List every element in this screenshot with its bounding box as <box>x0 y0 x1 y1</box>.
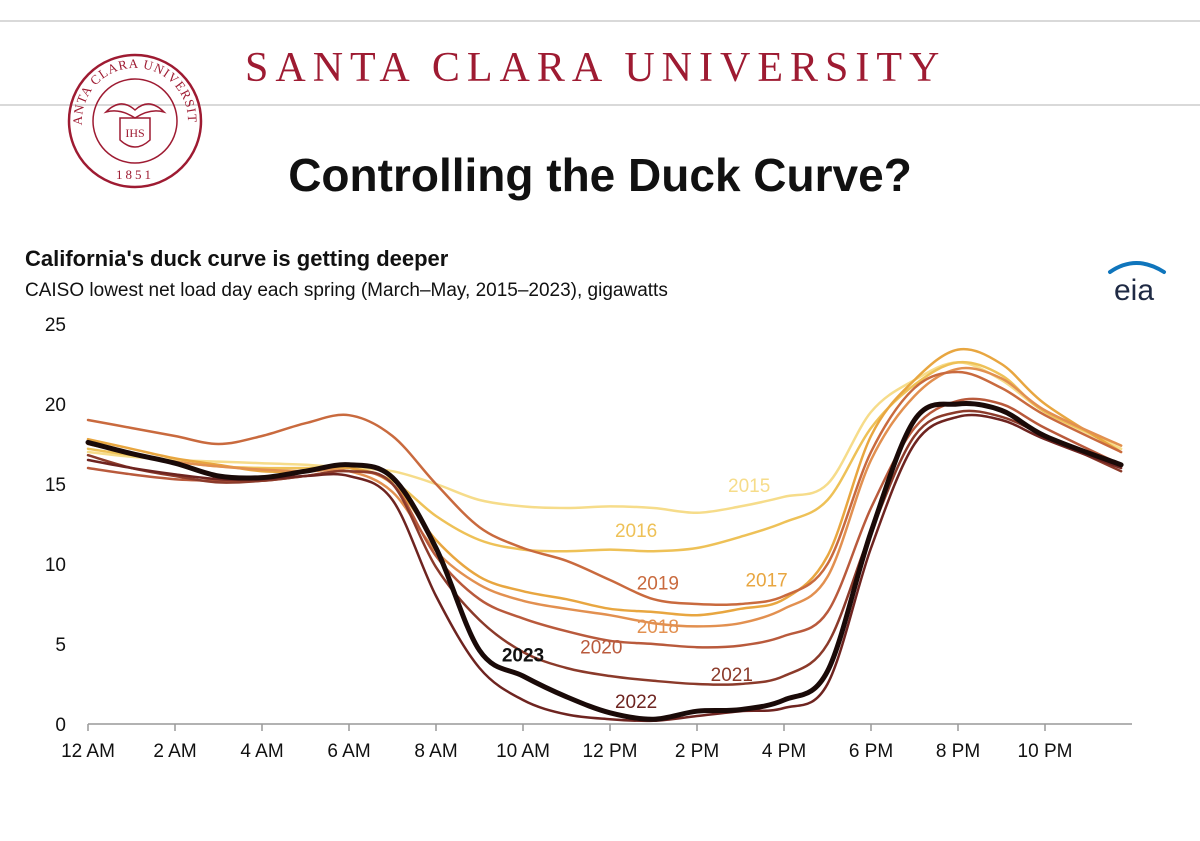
x-tick-label: 8 AM <box>414 741 457 762</box>
series-label-2016: 2016 <box>615 521 657 542</box>
x-tick-label: 12 PM <box>583 741 638 762</box>
x-tick-label: 4 PM <box>762 741 806 762</box>
x-tick-label: 2 AM <box>153 741 196 762</box>
chart-subtitle: CAISO lowest net load day each spring (M… <box>25 280 668 301</box>
series-label-2023: 2023 <box>502 646 544 667</box>
y-tick-label: 20 <box>45 395 66 416</box>
x-tick-label: 4 AM <box>240 741 283 762</box>
series-label-2015: 2015 <box>728 476 770 497</box>
university-seal-logo: SANTA CLARA UNIVERSITY IHS 1851 <box>66 52 203 189</box>
slide-title: Controlling the Duck Curve? <box>288 149 912 201</box>
y-tick-label: 5 <box>55 635 66 656</box>
x-axis-ticks: 12 AM 2 AM 4 AM 6 AM 8 AM 10 AM 12 PM 2 PM 4 PM 6… <box>61 724 1072 762</box>
chart-title: California's duck curve is getting deepe… <box>25 246 449 271</box>
series-line-2016 <box>86 360 1123 553</box>
series-line-2015 <box>86 361 1123 515</box>
series-line-2017 <box>86 347 1123 617</box>
series-label-2021: 2021 <box>711 665 753 686</box>
x-tick-label: 8 PM <box>936 741 980 762</box>
y-tick-label: 10 <box>45 555 66 576</box>
x-tick-label: 10 PM <box>1018 741 1073 762</box>
series-line-2023 <box>85 401 1124 722</box>
series-line-2020 <box>86 397 1123 649</box>
eia-logo: eia <box>1108 261 1166 304</box>
y-tick-label: 25 <box>45 315 66 336</box>
seal-ring-text: SANTA CLARA UNIVERSITY <box>66 52 199 125</box>
y-axis-ticks: 0 5 10 15 20 25 <box>45 315 66 736</box>
series-label-2020: 2020 <box>580 638 622 659</box>
y-tick-label: 15 <box>45 475 66 496</box>
eia-logo-text: eia <box>1114 274 1154 304</box>
header-rule <box>0 104 1200 106</box>
series-line-2018 <box>86 366 1123 628</box>
x-tick-label: 6 PM <box>849 741 893 762</box>
series-label-2022: 2022 <box>615 692 657 713</box>
seal-year: 1851 <box>116 167 154 182</box>
y-tick-label: 0 <box>55 715 66 736</box>
seal-monogram: IHS <box>125 126 144 140</box>
x-tick-label: 2 PM <box>675 741 719 762</box>
series-line-2019 <box>86 370 1123 607</box>
series-lines <box>85 347 1124 723</box>
svg-text:SANTA CLARA UNIVERSITY: SANTA CLARA UNIVERSITY <box>66 52 200 125</box>
series-label-2018: 2018 <box>637 617 679 638</box>
series-label-2017: 2017 <box>745 570 787 591</box>
x-tick-label: 10 AM <box>496 741 550 762</box>
series-line-2021 <box>86 409 1123 686</box>
series-label-2019: 2019 <box>637 574 679 595</box>
university-wordmark: SANTA CLARA UNIVERSITY <box>245 45 947 91</box>
x-tick-label: 12 AM <box>61 741 115 762</box>
series-labels: 2015 2016 2017 2018 2019 2020 2021 2022 2023 <box>502 476 788 713</box>
x-tick-label: 6 AM <box>327 741 370 762</box>
top-rule <box>0 20 1200 22</box>
